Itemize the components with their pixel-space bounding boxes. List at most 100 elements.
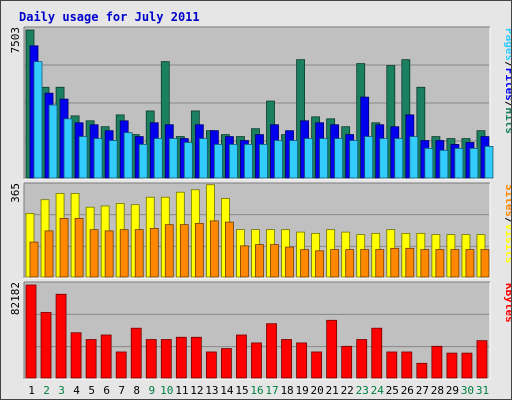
bar-pages-day-24: [379, 138, 389, 179]
bar-pages-day-16: [259, 144, 268, 179]
bar-sites-day-13: [209, 220, 219, 278]
bar-sites-day-9: [149, 227, 159, 278]
day-label-28: 28: [431, 384, 444, 397]
day-label-30: 30: [461, 384, 474, 397]
bar-sites-day-31: [480, 249, 490, 278]
bar-kbytes-day-8: [130, 327, 142, 379]
day-label-25: 25: [386, 384, 399, 397]
bar-sites-day-3: [59, 218, 69, 278]
day-label-27: 27: [416, 384, 429, 397]
day-label-22: 22: [341, 384, 354, 397]
legend-separator: /: [503, 61, 511, 68]
bar-sites-day-4: [74, 218, 84, 278]
bar-sites-day-6: [104, 230, 114, 278]
legend-separator: /: [503, 101, 511, 108]
bar-kbytes-day-11: [175, 336, 187, 379]
day-label-10: 10: [160, 384, 173, 397]
bar-kbytes-day-5: [85, 339, 97, 379]
bar-sites-day-8: [134, 229, 144, 278]
legend-visits: Visits: [503, 224, 511, 264]
bar-kbytes-day-29: [446, 352, 458, 379]
bar-kbytes-day-22: [341, 345, 353, 379]
day-label-4: 4: [73, 384, 80, 397]
bar-sites-day-27: [420, 249, 430, 278]
bar-sites-day-18: [285, 246, 294, 278]
bar-pages-day-29: [454, 148, 464, 179]
bar-kbytes-day-31: [476, 340, 488, 379]
legend-separator: /: [503, 217, 511, 224]
bar-kbytes-day-14: [221, 348, 232, 379]
bar-kbytes-day-27: [416, 362, 428, 379]
bar-sites-day-16: [255, 244, 264, 278]
bar-sites-day-5: [89, 229, 99, 278]
day-label-19: 19: [295, 384, 308, 397]
bar-sites-day-24: [375, 249, 385, 278]
bar-pages-day-11: [183, 142, 193, 179]
day-label-31: 31: [476, 384, 489, 397]
bar-sites-day-21: [330, 249, 340, 278]
bar-kbytes-day-15: [236, 334, 247, 379]
bar-sites-day-15: [240, 245, 249, 278]
bar-kbytes-day-13: [205, 351, 217, 379]
bar-kbytes-day-3: [55, 293, 67, 379]
day-label-11: 11: [175, 384, 188, 397]
bar-kbytes-day-20: [311, 351, 323, 379]
day-label-7: 7: [118, 384, 125, 397]
day-label-29: 29: [446, 384, 459, 397]
bar-kbytes-day-16: [251, 342, 262, 379]
bar-pages-day-20: [319, 138, 329, 179]
bar-kbytes-day-30: [461, 352, 473, 379]
day-label-14: 14: [220, 384, 234, 397]
day-label-15: 15: [235, 384, 248, 397]
chart-panel-2: 365 Sites/Visits: [9, 182, 511, 279]
bar-sites-day-11: [179, 224, 189, 278]
bar-sites-day-2: [44, 230, 54, 278]
bar-pages-day-15: [244, 144, 253, 179]
day-label-2: 2: [43, 384, 50, 397]
series-legend-label: Sites/Visits: [503, 184, 511, 264]
bar-sites-day-30: [465, 249, 475, 278]
legend-files: Files: [503, 68, 511, 101]
bar-kbytes-day-4: [70, 332, 82, 379]
day-label-23: 23: [356, 384, 369, 397]
bar-kbytes-day-1: [25, 284, 37, 379]
bar-sites-day-12: [194, 222, 204, 278]
bar-pages-day-25: [394, 138, 404, 179]
series-legend-label: Pages/Files/Hits: [503, 28, 511, 134]
day-label-16: 16: [250, 384, 263, 397]
bar-pages-day-17: [274, 140, 283, 179]
day-label-18: 18: [280, 384, 293, 397]
bar-kbytes-day-23: [356, 339, 368, 379]
bar-kbytes-day-28: [431, 345, 443, 379]
bar-pages-day-4: [78, 136, 88, 179]
bar-sites-day-22: [345, 249, 355, 278]
bar-pages-day-30: [469, 148, 479, 179]
bar-pages-day-22: [349, 140, 359, 179]
bar-pages-day-10: [168, 138, 178, 179]
bar-kbytes-day-17: [266, 323, 277, 379]
bar-sites-day-25: [390, 247, 400, 278]
bar-pages-day-9: [153, 138, 163, 179]
bar-pages-day-28: [439, 149, 449, 179]
bar-pages-day-2: [48, 104, 58, 179]
bar-kbytes-day-9: [145, 339, 157, 379]
bar-sites-day-19: [300, 249, 309, 278]
bar-pages-day-3: [63, 118, 73, 179]
bar-kbytes-day-10: [160, 339, 172, 379]
bar-sites-day-10: [164, 224, 174, 278]
bar-pages-day-12: [198, 138, 208, 179]
day-label-9: 9: [148, 384, 155, 397]
bar-sites-day-7: [119, 229, 129, 278]
day-label-3: 3: [58, 384, 65, 397]
bar-kbytes-day-25: [386, 351, 398, 379]
bar-pages-day-26: [409, 136, 419, 179]
legend-pages: Pages: [503, 28, 511, 61]
bar-pages-day-18: [289, 140, 298, 179]
day-label-1: 1: [28, 384, 35, 397]
bar-kbytes-day-6: [100, 334, 112, 379]
bar-kbytes-day-2: [40, 311, 52, 379]
bar-sites-day-26: [405, 247, 415, 278]
bar-pages-day-23: [364, 136, 374, 179]
day-label-6: 6: [103, 384, 110, 397]
